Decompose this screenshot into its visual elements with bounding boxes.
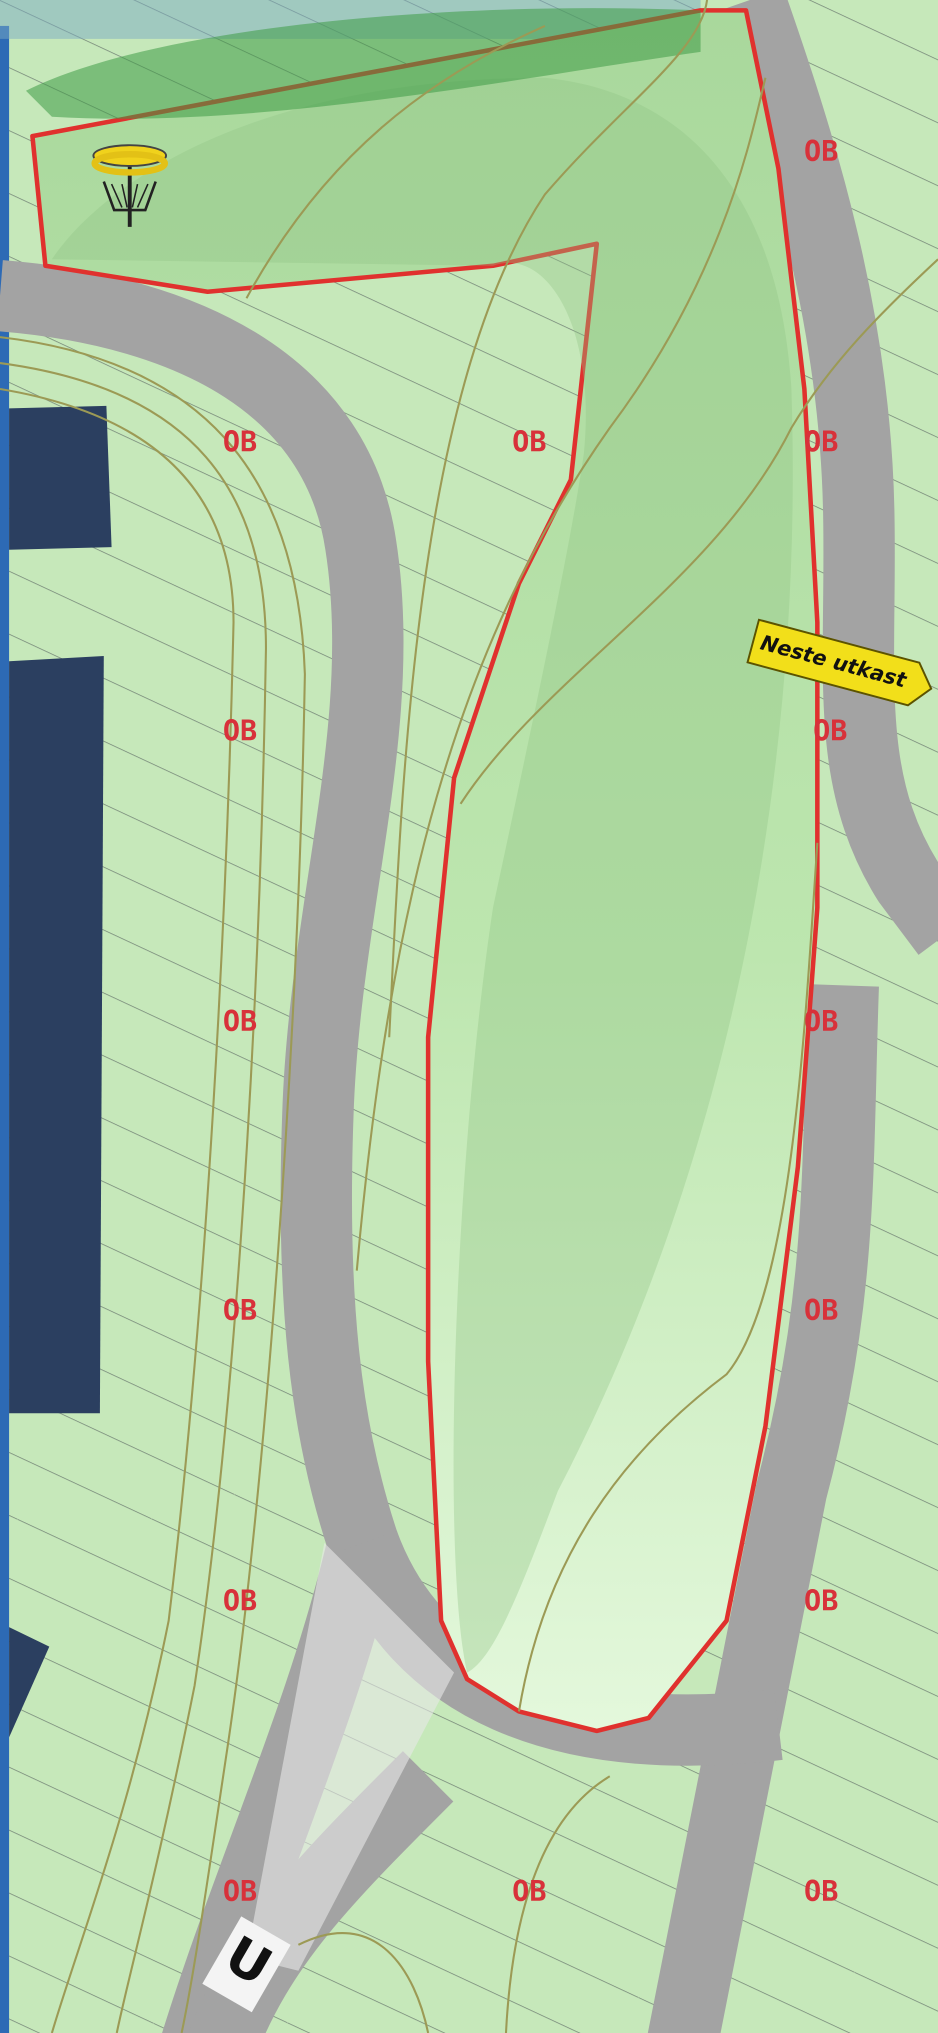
contour — [388, 0, 709, 1038]
ob-label: OB — [223, 425, 257, 458]
contour — [355, 77, 767, 1271]
buildings — [9, 405, 112, 1738]
ob-label: OB — [804, 1585, 838, 1618]
water-edge — [0, 25, 10, 2033]
ob-label: OB — [223, 715, 257, 748]
contour — [0, 362, 267, 2033]
ob-label: OB — [813, 715, 847, 748]
contour — [459, 258, 938, 805]
ob-label: OB — [512, 425, 546, 458]
contour — [297, 1932, 430, 2033]
sign-arrow — [746, 618, 933, 707]
fairway-shading — [51, 77, 793, 1673]
path — [647, 984, 879, 2033]
building — [9, 1627, 50, 1738]
ob-label: OB — [804, 135, 838, 168]
basket-chains — [102, 181, 157, 212]
contour — [0, 387, 235, 2033]
basket-chains — [110, 183, 149, 208]
ob-label: OB — [223, 1294, 257, 1327]
throwing-corridor — [246, 1542, 455, 1971]
ob-label: OB — [804, 1294, 838, 1327]
basket-band — [91, 151, 169, 176]
tee-pad — [202, 1916, 291, 2013]
ob-label: OB — [223, 1585, 257, 1618]
ob-label: OB — [223, 1005, 257, 1038]
building — [9, 656, 104, 1414]
contour — [245, 24, 546, 299]
ob-label: OB — [804, 1005, 838, 1038]
building — [9, 405, 112, 550]
path — [716, 0, 938, 955]
contour — [504, 1775, 611, 2033]
ob-label: OB — [804, 425, 838, 458]
contour — [517, 842, 819, 1712]
contour — [0, 336, 306, 2033]
basket — [91, 144, 169, 227]
ob-label: OB — [223, 1875, 257, 1908]
ob-label: OB — [512, 1875, 546, 1908]
ob-label: OB — [804, 1875, 838, 1908]
ob-labels: OB OB OB OB OB OB OB OB OB OB OB OB OB OB OB — [223, 135, 848, 1908]
trees — [25, 8, 701, 119]
